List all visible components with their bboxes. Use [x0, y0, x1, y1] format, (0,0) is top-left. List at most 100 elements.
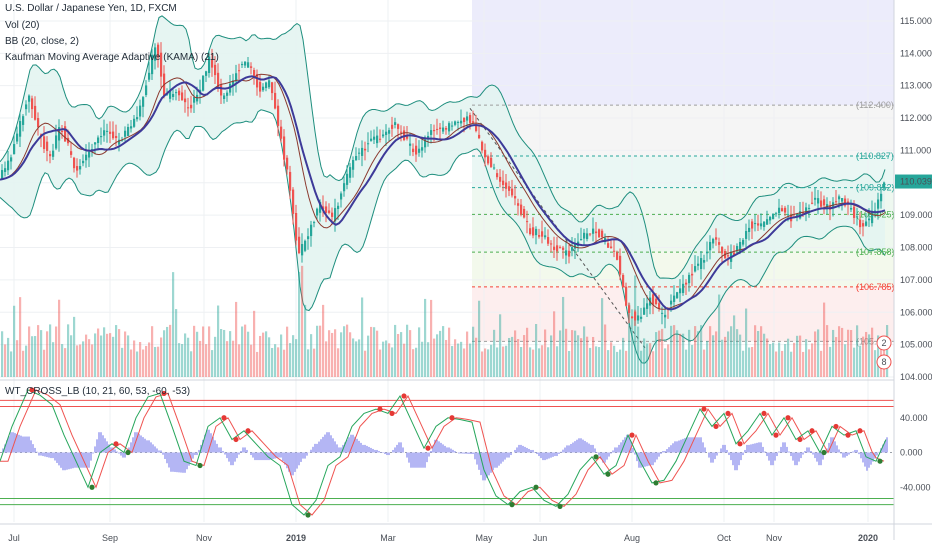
- oscillator-histogram-bar: [78, 452, 80, 468]
- oscillator-histogram-bar: [164, 452, 166, 459]
- volume-bar: [667, 344, 670, 377]
- oscillator-histogram-bar: [828, 442, 830, 453]
- candle-body: [700, 258, 703, 270]
- oscillator-histogram-bar: [30, 440, 32, 453]
- volume-bar: [646, 343, 649, 377]
- price-tick-label: 112.000: [900, 113, 932, 123]
- time-tick-label: Mar: [380, 533, 396, 543]
- oscillator-histogram-bar: [34, 447, 36, 453]
- candle-body: [121, 140, 124, 142]
- candle-body: [367, 143, 370, 145]
- volume-bar: [328, 330, 331, 377]
- candle-body: [574, 243, 577, 249]
- candle-body: [82, 160, 85, 164]
- cross-dot: [629, 432, 635, 438]
- volume-bar: [46, 331, 49, 377]
- oscillator-histogram-bar: [102, 435, 104, 453]
- volume-bar: [811, 343, 814, 377]
- volume-bar: [337, 348, 340, 377]
- candle-body: [61, 131, 64, 133]
- oscillator-histogram-bar: [732, 452, 734, 466]
- oscillator-histogram-bar: [550, 452, 552, 458]
- oscillator-histogram-bar: [702, 442, 704, 453]
- candle-body: [643, 307, 646, 315]
- volume-bar: [283, 349, 286, 377]
- volume-bar: [694, 326, 697, 377]
- volume-bar: [34, 336, 37, 377]
- volume-bar: [109, 333, 112, 377]
- oscillator-histogram-bar: [242, 447, 244, 453]
- price-axis-background: [894, 0, 932, 550]
- volume-bar: [157, 346, 160, 377]
- indicator-kama-label[interactable]: Kaufman Moving Average Adaptive (KAMA) (…: [5, 52, 219, 63]
- oscillator-histogram-bar: [362, 444, 364, 453]
- oscillator-histogram-bar: [36, 451, 38, 453]
- candle-body: [844, 198, 847, 206]
- volume-bar: [121, 347, 124, 377]
- volume-bar: [301, 265, 304, 377]
- oscillator-histogram-bar: [332, 438, 334, 453]
- oscillator-tick-label: -40.000: [900, 482, 931, 492]
- volume-bar: [331, 332, 334, 377]
- fib-level-label: (105.0...): [856, 336, 892, 346]
- oscillator-histogram-bar: [526, 447, 528, 453]
- oscillator-histogram-bar: [14, 433, 16, 453]
- oscillator-histogram-bar: [442, 444, 444, 453]
- oscillator-histogram-bar: [158, 450, 160, 453]
- oscillator-histogram-bar: [474, 452, 476, 460]
- cross-dot: [653, 480, 659, 486]
- price-tick-label: 107.000: [900, 275, 932, 285]
- oscillator-histogram-bar: [602, 452, 604, 463]
- oscillator-histogram-bar: [582, 439, 584, 453]
- candle-body: [19, 121, 22, 137]
- candle-body: [682, 283, 685, 293]
- indicator-volume-label[interactable]: Vol (20): [5, 20, 40, 31]
- volume-bar: [388, 343, 391, 377]
- oscillator-title[interactable]: WT_CROSS_LB (10, 21, 60, 53, -60, -53): [5, 386, 191, 397]
- oscillator-histogram-bar: [140, 435, 142, 453]
- volume-bar: [13, 305, 16, 377]
- volume-bar: [232, 340, 235, 377]
- candle-body: [58, 127, 61, 141]
- oscillator-histogram-bar: [538, 452, 540, 457]
- volume-bar: [289, 343, 292, 377]
- volume-bar: [688, 329, 691, 377]
- oscillator-histogram-bar: [546, 452, 548, 460]
- oscillator-histogram-bar: [788, 451, 790, 453]
- volume-bar: [355, 341, 358, 377]
- volume-bar: [733, 315, 736, 377]
- volume-bar: [154, 346, 157, 377]
- candle-body: [520, 204, 523, 215]
- candle-body: [214, 64, 217, 76]
- oscillator-histogram-bar: [96, 439, 98, 453]
- oscillator-histogram-bar: [886, 437, 888, 453]
- oscillator-histogram-bar: [584, 440, 586, 453]
- volume-bar: [490, 344, 493, 377]
- candle-body: [658, 303, 661, 309]
- volume-bar: [403, 343, 406, 377]
- indicator-bb-label[interactable]: BB (20, close, 2): [5, 36, 79, 47]
- candle-body: [706, 251, 709, 254]
- volume-bar: [568, 350, 571, 377]
- candle-body: [820, 200, 823, 207]
- volume-bar: [535, 324, 538, 377]
- candle-body: [106, 130, 109, 132]
- oscillator-histogram-bar: [226, 452, 228, 459]
- volume-bar: [781, 350, 784, 377]
- candle-body: [580, 239, 583, 241]
- volume-bar: [664, 348, 667, 377]
- candle-body: [628, 305, 631, 313]
- volume-bar: [217, 305, 220, 377]
- volume-bar: [451, 346, 454, 377]
- candle-body: [742, 239, 745, 245]
- volume-bar: [16, 340, 19, 377]
- oscillator-histogram-bar: [260, 452, 262, 461]
- oscillator-histogram-bar: [704, 447, 706, 453]
- cross-dot: [449, 415, 455, 421]
- candle-body: [220, 84, 223, 96]
- volume-bar: [94, 333, 97, 377]
- volume-bar: [601, 298, 604, 377]
- volume-bar: [652, 351, 655, 377]
- volume-bar: [82, 341, 85, 377]
